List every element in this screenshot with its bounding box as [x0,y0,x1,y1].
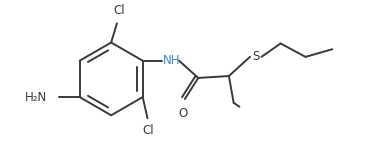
Text: Cl: Cl [143,124,154,137]
Text: H₂N: H₂N [25,91,47,104]
Text: S: S [252,50,259,63]
Text: Cl: Cl [113,4,125,17]
Text: NH: NH [163,54,180,67]
Text: O: O [178,107,187,120]
